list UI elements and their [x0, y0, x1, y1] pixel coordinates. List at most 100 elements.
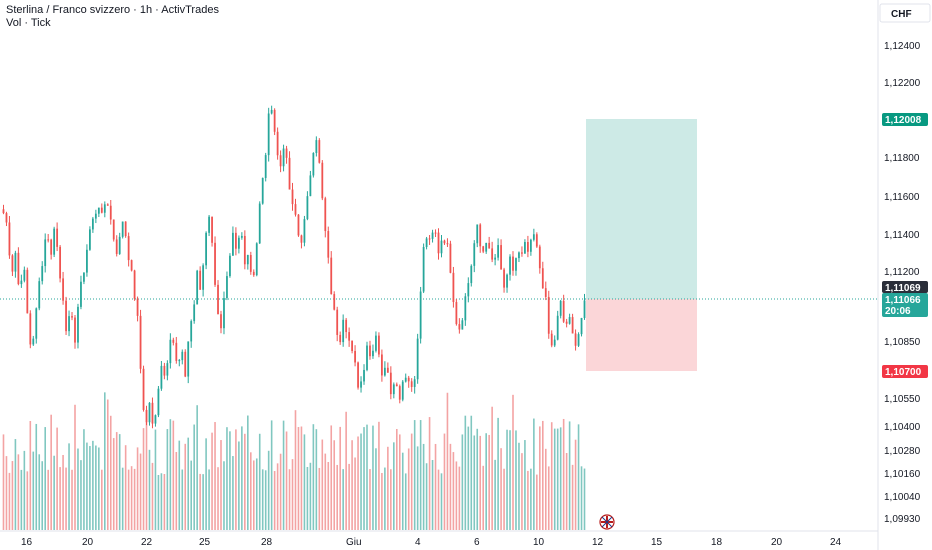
candle-body: [136, 298, 139, 316]
candle-body: [261, 177, 264, 204]
candle-body: [130, 260, 133, 271]
candle-body: [351, 340, 353, 351]
candle-body: [470, 265, 473, 284]
candle-body: [467, 283, 470, 297]
volume-bar: [157, 475, 160, 530]
candle-body: [309, 175, 312, 197]
candle-body: [184, 351, 187, 377]
volume-bar: [112, 438, 115, 530]
candle-body: [580, 318, 583, 335]
volume-bar: [449, 443, 452, 530]
candle-body: [443, 240, 446, 244]
volume-bar: [32, 451, 35, 530]
volume-bar: [267, 450, 270, 530]
candle-body: [574, 333, 577, 346]
volume-bar: [542, 420, 544, 530]
price-axis-panel[interactable]: [878, 0, 932, 550]
candle-body: [568, 317, 571, 324]
time-tick: 20: [82, 537, 94, 548]
candle-body: [303, 219, 306, 243]
candle-body: [440, 240, 443, 254]
candle-body: [381, 354, 383, 376]
volume-bar: [533, 418, 535, 530]
volume-bar: [133, 468, 136, 530]
candle-body: [237, 237, 240, 249]
volume-bar: [124, 445, 127, 530]
volume-bar: [71, 469, 73, 530]
candle-body: [23, 269, 26, 281]
last-price-tag-bg: [882, 281, 928, 293]
volume-bar: [515, 430, 517, 530]
candle-body: [145, 409, 148, 423]
volume-bar: [11, 461, 14, 530]
volume-bar: [497, 417, 499, 530]
volume-bar: [381, 472, 383, 530]
candle-body: [562, 300, 565, 322]
candle-body: [288, 157, 291, 190]
time-tick: 18: [711, 537, 723, 548]
volume-bar: [553, 428, 556, 530]
volume-bar: [291, 459, 294, 530]
candle-body: [300, 235, 303, 243]
candle-body: [494, 257, 497, 260]
volume-bar: [348, 463, 350, 530]
volume-bars: [2, 392, 586, 530]
candle-body: [17, 252, 20, 285]
volume-bar: [77, 448, 79, 530]
volume-bar: [44, 427, 46, 530]
volume-bar: [104, 392, 106, 530]
candle-body: [538, 246, 541, 269]
candle-body: [395, 384, 398, 387]
volume-bar: [261, 469, 264, 530]
candle-body: [139, 315, 142, 369]
time-tick: 15: [651, 537, 663, 548]
candle-body: [217, 284, 219, 315]
time-tick: 10: [533, 537, 545, 548]
volume-bar: [577, 424, 580, 530]
candle-body: [434, 232, 437, 234]
volume-bar: [68, 443, 70, 530]
indicator-label[interactable]: Vol · Tick: [6, 17, 51, 29]
chart-title[interactable]: Sterlina / Franco svizzero · 1h · ActivT…: [6, 4, 219, 16]
volume-bar: [419, 420, 422, 530]
volume-bar: [309, 462, 312, 530]
candle-body: [416, 338, 419, 380]
candle-body: [118, 236, 121, 254]
price-tick: 1,10160: [884, 469, 921, 480]
currency-button-bg[interactable]: [879, 3, 931, 23]
volume-bar: [74, 404, 76, 530]
volume-bar: [413, 420, 416, 530]
uk-flag-icon[interactable]: [599, 514, 615, 530]
volume-bar: [306, 466, 309, 530]
candle-body: [47, 239, 50, 241]
volume-bar: [148, 449, 151, 530]
candle-body: [366, 345, 368, 370]
candle-body: [109, 205, 112, 220]
price-tick: 1,11600: [884, 192, 920, 203]
candle-body: [529, 239, 532, 252]
volume-bar: [202, 474, 204, 530]
volume-bar: [255, 458, 258, 530]
candle-body: [282, 148, 285, 167]
volume-bar: [86, 442, 88, 530]
candle-body: [407, 377, 410, 382]
currency-button[interactable]: CHF: [891, 9, 912, 20]
profit-zone[interactable]: [586, 119, 697, 299]
candle-body: [80, 281, 82, 307]
volume-bar: [559, 427, 562, 530]
volume-bar: [264, 470, 267, 530]
volume-bar: [536, 474, 538, 530]
volume-bar: [428, 417, 431, 530]
candle-body: [71, 316, 73, 318]
volume-bar: [363, 427, 365, 530]
candle-body: [547, 296, 550, 334]
time-tick: 22: [141, 537, 153, 548]
candle-body: [115, 239, 118, 254]
candle-body: [425, 238, 428, 248]
candle-body: [389, 372, 392, 395]
loss-zone[interactable]: [586, 299, 697, 371]
candle-body: [202, 265, 205, 290]
volume-bar: [8, 472, 11, 530]
last-price-tag: 1,11069: [885, 283, 921, 294]
